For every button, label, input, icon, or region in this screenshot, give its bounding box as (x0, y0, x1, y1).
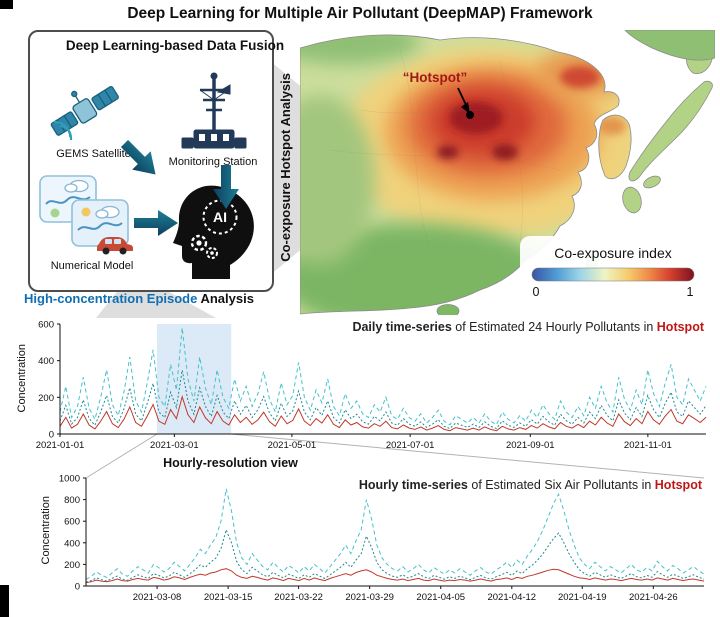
svg-text:2021-03-01: 2021-03-01 (150, 440, 199, 451)
arrow-model-to-ai-icon (134, 210, 178, 236)
svg-text:2021-03-08: 2021-03-08 (133, 592, 182, 603)
episode-highlight: High-concentration Episode (24, 291, 198, 306)
svg-text:2021-11-01: 2021-11-01 (624, 440, 672, 451)
daily-chart-caption: Daily time-series of Estimated 24 Hourly… (352, 320, 704, 334)
japan-landmass (622, 42, 714, 214)
colorbar-min: 0 (533, 285, 540, 299)
daily-chart-panel: Concentration 0 200 400 600 2021-01-01 2021-0… (8, 316, 712, 458)
svg-text:2021-01-01: 2021-01-01 (36, 440, 85, 451)
svg-text:2021-04-12: 2021-04-12 (487, 592, 536, 603)
car-icon (97, 237, 133, 255)
svg-text:400: 400 (38, 356, 54, 367)
hourly-chart-plot: 0 200 400 600 800 1000 2021-03-08 2021-03-15 202… (59, 474, 705, 603)
colorbar-max: 1 (687, 285, 694, 299)
russia-landmass (624, 30, 715, 61)
svg-text:2021-04-26: 2021-04-26 (629, 592, 678, 603)
arrow-station-to-ai-icon (213, 165, 239, 209)
colorbar: Co-exposure index 0 1 (520, 236, 706, 300)
svg-text:2021-05-01: 2021-05-01 (268, 440, 317, 451)
numerical-model-icon (39, 175, 133, 255)
episode-rest: Analysis (197, 291, 254, 306)
svg-text:2021-03-22: 2021-03-22 (274, 592, 323, 603)
svg-text:2021-04-19: 2021-04-19 (558, 592, 607, 603)
svg-text:2021-03-15: 2021-03-15 (204, 592, 253, 603)
hourly-resolution-view-label: Hourly-resolution view (163, 456, 298, 470)
figure-edge-mark-bottom (0, 585, 9, 617)
svg-text:2021-04-05: 2021-04-05 (416, 592, 465, 603)
caption-hotspot: Hotspot (656, 320, 704, 334)
svg-text:2021-09-01: 2021-09-01 (506, 440, 555, 451)
svg-text:2021-03-29: 2021-03-29 (345, 592, 394, 603)
hainan-island (436, 304, 460, 315)
caption-normal: of Estimated 24 Hourly Pollutants in (451, 320, 657, 334)
svg-text:600: 600 (38, 320, 54, 331)
satellite-label: GEMS Satellite (56, 148, 131, 160)
svg-text:600: 600 (64, 517, 80, 528)
ai-text: AI (213, 209, 227, 225)
satellite-icon (50, 86, 119, 141)
data-fusion-panel: Deep Learning-based Data Fusion GEMS Sat… (28, 30, 284, 292)
episode-analysis-label: High-concentration Episode Analysis (24, 291, 254, 306)
coexposure-hotspot-analysis-label: Co-exposure Hotspot Analysis (277, 72, 293, 262)
hourly-chart-caption: Hourly time-series of Estimated Six Air … (359, 478, 702, 492)
arrow-satellite-to-ai-icon (120, 139, 156, 175)
coexposure-map: “Hotspot” Co-exposure index 0 1 (300, 30, 715, 315)
figure-title: Deep Learning for Multiple Air Pollutant… (127, 5, 593, 22)
figure-edge-mark-top (0, 0, 13, 9)
coexposure-heatmap (300, 34, 632, 315)
data-fusion-title: Deep Learning-based Data Fusion (65, 38, 285, 53)
caption-hotspot: Hotspot (654, 478, 702, 492)
svg-text:0: 0 (49, 430, 54, 441)
caption-bold: Daily time-series (352, 320, 452, 334)
model-label: Numerical Model (50, 260, 134, 272)
hotspot-label: “Hotspot” (403, 70, 468, 85)
svg-text:0: 0 (75, 582, 80, 593)
svg-text:1000: 1000 (59, 474, 80, 485)
hourly-chart-panel: Concentration 0 200 400 600 800 1000 2021-03-0… (28, 470, 712, 612)
svg-text:200: 200 (38, 393, 54, 404)
svg-text:2021-07-01: 2021-07-01 (386, 440, 435, 451)
svg-text:800: 800 (64, 495, 80, 506)
station-label: Monitoring Station (168, 156, 258, 168)
ai-head-icon: AI (173, 185, 254, 279)
colorbar-title: Co-exposure index (554, 245, 672, 261)
svg-text:200: 200 (64, 560, 80, 571)
svg-text:400: 400 (64, 538, 80, 549)
monitoring-station-icon (181, 72, 247, 149)
daily-chart-plot: 0 200 400 600 2021-01-01 2021-03-01 2021-05-01… (36, 320, 707, 451)
hotspot-marker: “Hotspot” (403, 70, 474, 119)
caption-normal: of Estimated Six Air Pollutants in (467, 478, 655, 492)
caption-bold: Hourly time-series (358, 478, 468, 492)
